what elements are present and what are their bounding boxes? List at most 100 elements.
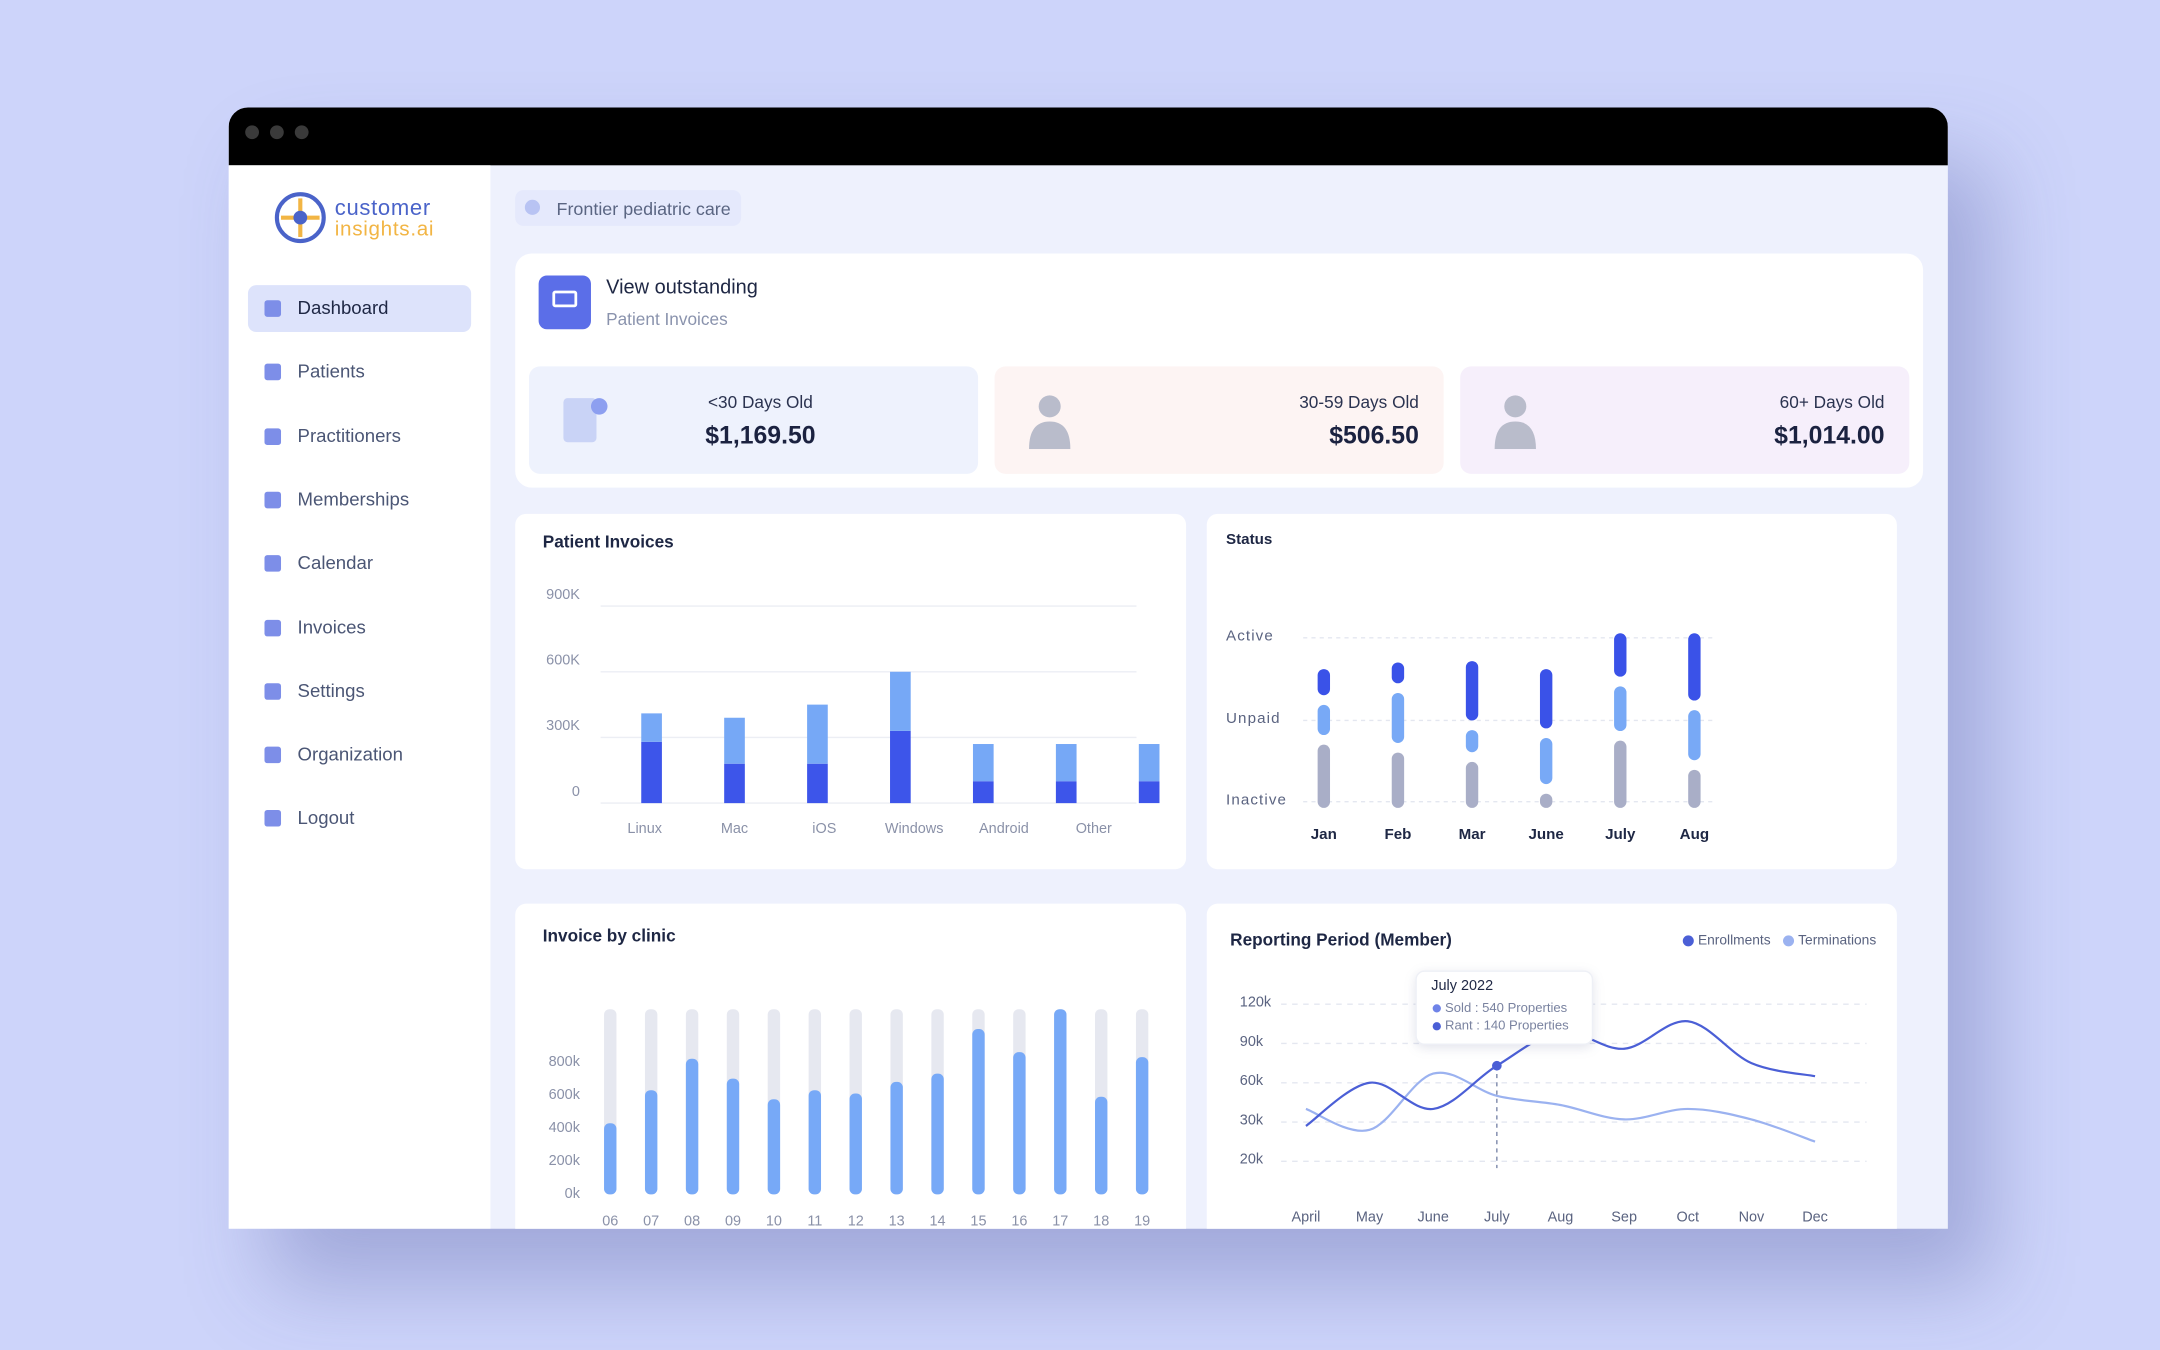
legend-swatch — [1682, 935, 1694, 947]
nav-item[interactable]: Settings — [248, 668, 471, 715]
legend-swatch — [1783, 935, 1795, 947]
bar — [604, 1123, 617, 1195]
x-tick-label: 19 — [1134, 1214, 1150, 1229]
app-window: customer insights.ai Dashboard Patients Pr… — [228, 107, 1948, 1229]
x-tick-label: 18 — [1093, 1214, 1109, 1229]
x-tick-label: May — [1356, 1210, 1384, 1226]
nav-item[interactable]: Patients — [248, 349, 471, 396]
bar — [644, 1090, 658, 1195]
bar-segment — [1317, 704, 1331, 736]
card-label: 60+ Days Old — [1779, 392, 1885, 412]
bar-segment — [1138, 781, 1160, 804]
nav-item[interactable]: Practitioners — [248, 413, 471, 460]
bar-segment — [1055, 744, 1077, 782]
bar-segment — [1465, 661, 1479, 721]
bar-segment — [641, 713, 662, 742]
bar-segment — [972, 744, 994, 782]
y-tick-label: 20k — [1240, 1152, 1264, 1168]
x-tick-label: 08 — [684, 1214, 700, 1229]
x-tick-label: Linux — [627, 821, 662, 837]
x-tick-label: Mac — [721, 821, 748, 837]
chart-title: Invoice by clinic — [543, 925, 676, 945]
bar — [972, 1029, 985, 1195]
x-tick-label: Aug — [1548, 1210, 1574, 1226]
location-pill[interactable]: Frontier pediatric care — [515, 190, 742, 226]
x-tick-label: 15 — [970, 1214, 986, 1229]
y-category-label: Inactive — [1226, 791, 1287, 808]
y-category-label: Unpaid — [1226, 710, 1281, 727]
nav-icon — [264, 682, 282, 700]
x-tick-label: 17 — [1052, 1214, 1068, 1229]
nav-item[interactable]: Invoices — [248, 604, 471, 651]
x-tick-label: Android — [979, 821, 1029, 837]
chart-card: Invoice by clinic 0k 200k 400k 600k 800k 06 07 0… — [515, 903, 1187, 1229]
tooltip-dot — [1432, 1022, 1441, 1031]
x-tick-label: 09 — [725, 1214, 741, 1229]
card-icon-wrap — [1491, 394, 1541, 456]
bar-segment — [1614, 740, 1627, 808]
x-tick-label: Dec — [1802, 1210, 1828, 1226]
y-tick-label: 120k — [1240, 995, 1272, 1011]
window-dot[interactable] — [270, 125, 284, 140]
x-tick-label: iOS — [812, 821, 836, 837]
x-tick-label: 14 — [930, 1214, 946, 1229]
card-label: <30 Days Old — [707, 392, 813, 412]
nav-item[interactable]: Memberships — [248, 476, 471, 523]
chart-title: Patient Invoices — [543, 531, 674, 551]
card-icon — [1029, 395, 1071, 450]
bar-segment — [724, 717, 745, 764]
bar-segment — [1539, 738, 1553, 785]
x-tick-label: Mar — [1459, 826, 1486, 843]
bar — [726, 1078, 740, 1195]
nav-item[interactable]: Dashboard — [247, 285, 472, 332]
y-tick-label: 0 — [572, 784, 580, 800]
invoice-card: 60+ Days Old $1,014.00 — [1460, 366, 1910, 474]
x-tick-label: Feb — [1384, 826, 1411, 843]
bar-segment — [1317, 669, 1331, 696]
bar-segment — [1688, 769, 1701, 808]
tooltip-item: Sold : 540 Properties — [1445, 1000, 1568, 1015]
window-dot[interactable] — [294, 125, 309, 140]
outstanding-subtitle: Patient Invoices — [606, 309, 728, 330]
nav-item[interactable]: Organization — [248, 732, 471, 779]
invoice-card: <30 Days Old $1,169.50 — [528, 366, 979, 474]
x-tick-label: June — [1528, 826, 1563, 843]
x-tick-label: 06 — [602, 1214, 618, 1229]
card-icon — [1494, 395, 1536, 450]
bar-segment — [1465, 761, 1479, 808]
line-series — [1305, 1071, 1816, 1143]
nav-item[interactable]: Calendar — [248, 540, 471, 587]
location-text: Frontier pediatric care — [556, 198, 731, 220]
x-tick-label: Other — [1076, 821, 1112, 837]
card-value: $506.50 — [1329, 421, 1419, 450]
y-tick-label: 600k — [549, 1087, 581, 1103]
logo-icon — [274, 192, 326, 244]
bar-segment — [972, 781, 994, 804]
x-tick-label: 07 — [643, 1214, 659, 1229]
nav-label: Invoices — [297, 616, 366, 638]
x-tick-label: Nov — [1739, 1210, 1765, 1226]
icon-shape — [563, 398, 597, 443]
nav-item[interactable]: Logout — [248, 795, 471, 842]
nav-label: Settings — [297, 680, 365, 701]
bar-segment — [641, 741, 662, 804]
bar-segment — [890, 730, 911, 804]
outstanding-panel: View outstanding Patient Invoices <30 Da… — [515, 253, 1924, 488]
nav-label: Dashboard — [297, 297, 389, 319]
nav-label: Patients — [297, 361, 365, 382]
bar-segment — [1055, 781, 1077, 804]
sidebar: customer insights.ai Dashboard Patients Pr… — [228, 165, 491, 1229]
card-value: $1,014.00 — [1774, 421, 1885, 450]
tooltip-title: July 2022 — [1431, 978, 1493, 994]
window-dot[interactable] — [245, 125, 259, 140]
legend-label: Terminations — [1798, 933, 1876, 948]
bar — [808, 1090, 822, 1195]
x-tick-label: 10 — [766, 1214, 782, 1229]
bar-segment — [1317, 744, 1331, 808]
chart-card: Status Active Unpaid Inactive Jan Feb Mar June J… — [1206, 513, 1897, 870]
nav-icon — [264, 555, 282, 572]
bar-segment — [724, 763, 745, 804]
nav-icon — [264, 491, 282, 509]
nav-icon — [264, 300, 282, 317]
